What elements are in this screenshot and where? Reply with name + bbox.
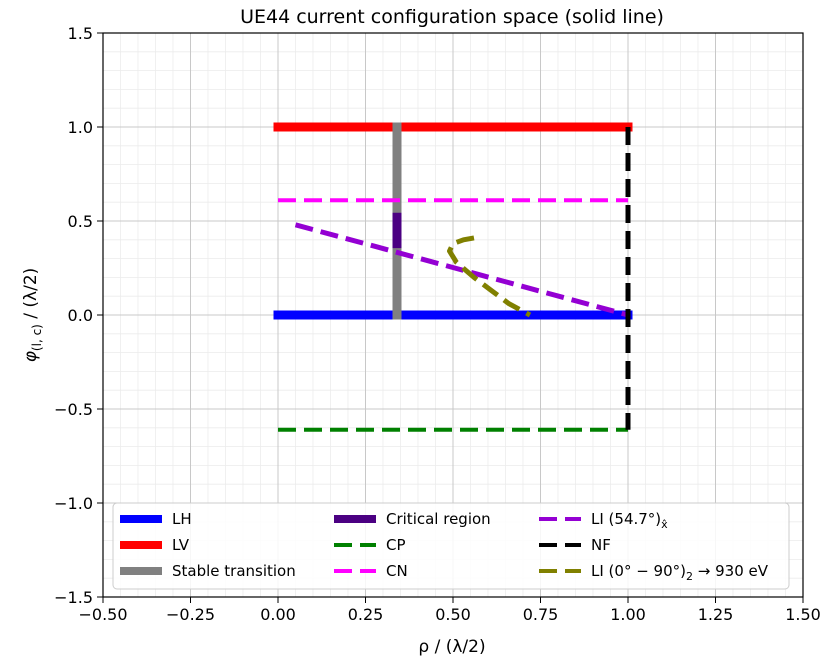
legend-label: LI (54.7°)x̂	[591, 510, 668, 531]
legend-label: CN	[386, 562, 408, 580]
y-axis-label-subscript: (l, c)	[30, 324, 44, 351]
legend-label: LH	[172, 510, 192, 528]
y-axis-label: φ(l, c) / (λ/2)	[21, 268, 44, 363]
x-tick-label: −0.50	[78, 605, 127, 624]
y-tick-label: 1.5	[68, 24, 93, 43]
y-tick-label: −1.5	[54, 588, 93, 607]
y-axis: −1.5 −1.0 −0.5 0.0 0.5 1.0 1.5	[54, 24, 103, 607]
x-axis: −0.50 −0.25 0.00 0.25 0.50 0.75 1.00 1.25 1.50	[78, 597, 821, 624]
plot-area	[273, 122, 633, 432]
x-tick-label: 1.00	[610, 605, 646, 624]
legend-label: Stable transition	[172, 562, 296, 580]
y-tick-label: −1.0	[54, 494, 93, 513]
x-tick-label: 0.75	[523, 605, 559, 624]
x-tick-label: 0.00	[260, 605, 296, 624]
legend-label: LV	[172, 536, 190, 554]
series-line	[447, 235, 532, 318]
x-tick-label: 1.50	[785, 605, 821, 624]
y-tick-label: −0.5	[54, 400, 93, 419]
legend-label: CP	[386, 536, 406, 554]
x-tick-label: 1.25	[698, 605, 734, 624]
y-tick-label: 1.0	[68, 118, 93, 137]
y-axis-label-symbol: φ	[21, 350, 41, 362]
legend-box	[112, 502, 790, 590]
y-tick-label: 0.5	[68, 212, 93, 231]
legend: LH LV Stable transition Critical region CP CN…	[112, 502, 790, 590]
x-axis-label: ρ / (λ/2)	[418, 637, 485, 657]
chart-title: UE44 current configuration space (solid …	[240, 6, 664, 28]
x-tick-label: 0.25	[348, 605, 384, 624]
legend-label: Critical region	[386, 510, 491, 528]
legend-label: NF	[591, 536, 611, 554]
x-tick-label: 0.50	[435, 605, 471, 624]
legend-label: LI (0° − 90°)2 → 930 eV	[591, 562, 769, 583]
x-tick-label: −0.25	[166, 605, 215, 624]
y-axis-label-units: / (λ/2)	[21, 268, 41, 324]
y-tick-label: 0.0	[68, 306, 93, 325]
